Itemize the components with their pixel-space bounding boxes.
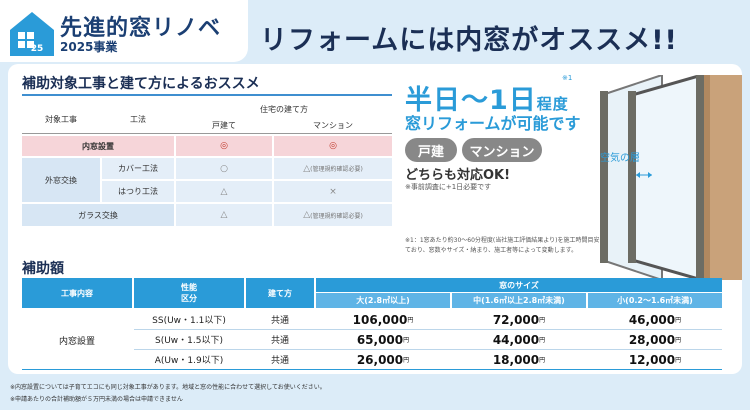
row-cover-method: カバー工法	[102, 158, 174, 179]
subsidy-ss-mid: 72,000 円	[452, 310, 586, 329]
row-cover-mansion-mark: △	[303, 163, 311, 174]
subsidy-housing-ss: 共通	[270, 316, 289, 326]
row-cover-detached: ○	[176, 158, 272, 179]
row-divider	[134, 329, 722, 330]
row-hatsuri-mansion: ×	[274, 181, 392, 202]
subsidy-table: 工事内容 性能 区分 建て方 窓のサイズ 大(2.8㎡以上) 中(1.6㎡以上2…	[22, 278, 722, 370]
pre-survey-note: ※事前調査に+1日必要です	[405, 183, 492, 191]
yen-unit: 円	[539, 357, 546, 364]
logo-subtitle: 2025事業	[60, 40, 118, 54]
row-hatsuri-method: はつり工法	[102, 181, 174, 202]
table-bottom-border	[22, 369, 722, 370]
yen-unit: 円	[675, 337, 682, 344]
subsidy-a-small-value: 12,000	[628, 352, 676, 367]
yen-unit: 円	[675, 357, 682, 364]
subsidy-ss-mid-value: 72,000	[492, 312, 540, 327]
col-header-housing: 住宅の建て方	[260, 104, 308, 114]
subsidy-ss-large: 106,000 円	[316, 310, 450, 329]
house-logo-icon	[10, 12, 54, 56]
both-ok-text: どちらも対応OK!	[405, 168, 511, 183]
headline: リフォームには内窓がオススメ!!	[260, 25, 678, 56]
row-glass-mansion-note: (管理規約確認必要)	[310, 212, 363, 220]
subsidy-a-large-value: 26,000	[356, 352, 404, 367]
subsidy-a-large: 26,000 円	[316, 350, 450, 369]
bottom-note-2: ※申請あたりの合計補助額が５万円未満の場合は申請できません	[10, 396, 183, 403]
logo-year-mark: '25	[28, 44, 44, 54]
method-section-title: 補助対象工事と建て方によるおススメ	[22, 76, 260, 92]
subsidy-work-inner-window: 内窓設置	[58, 336, 95, 347]
col-header-mansion: マンション	[313, 120, 353, 130]
inner-window-illustration-icon	[600, 75, 742, 280]
method-table: 対象工事 工法 住宅の建て方 戸建て マンション 内窓設置 ◎ ◎ 外窓交換 カ…	[22, 100, 392, 235]
subsidy-housing-a: 共通	[270, 356, 289, 366]
subsidy-s-small-value: 28,000	[628, 332, 676, 347]
subsidy-ss-large-value: 106,000	[352, 312, 408, 327]
subsidy-ss-small-value: 46,000	[628, 312, 676, 327]
subsidy-col-size-mid: 中(1.6㎡以上2.8㎡未満)	[452, 293, 586, 308]
row-glass-mansion: △ (管理規約確認必要)	[274, 204, 392, 226]
subsidy-ss-small: 46,000 円	[588, 310, 722, 329]
col-header-work: 対象工事	[45, 114, 77, 124]
row-inner-window-mansion: ◎	[274, 136, 392, 156]
yen-unit: 円	[403, 337, 410, 344]
pill-detached: 戸建	[405, 138, 457, 162]
row-glass-detached: △	[176, 204, 272, 226]
col-header-detached: 戸建て	[212, 120, 236, 130]
yen-unit: 円	[539, 337, 546, 344]
subsidy-perf-a: A(Uw・1.9以下)	[154, 356, 224, 366]
logo-title: 先進的窓リノベ	[60, 16, 222, 41]
row-inner-window-work: 内窓設置	[22, 136, 174, 156]
row-inner-window-detached: ◎	[176, 136, 272, 156]
promo-duration: 半日〜1日	[405, 85, 537, 116]
subsidy-col-housing: 建て方	[246, 278, 314, 308]
subsidy-s-large-value: 65,000	[356, 332, 404, 347]
pill-mansion: マンション	[462, 138, 542, 162]
promo-footnote-mark: ※1	[562, 74, 573, 82]
subsidy-col-performance-line2: 区分	[181, 294, 197, 303]
subsidy-s-large: 65,000 円	[316, 330, 450, 349]
row-cover-mansion: △ (管理規約確認必要)	[274, 158, 392, 179]
row-divider	[134, 349, 722, 350]
subsidy-col-work: 工事内容	[22, 278, 132, 308]
subsidy-col-performance-line1: 性能	[181, 283, 197, 292]
bottom-note-1: ※内窓設置については子育てエコにも同じ対象工事があります。地域と窓の性能に合わせ…	[10, 384, 326, 391]
subsidy-col-size: 窓のサイズ	[316, 278, 722, 292]
subsidy-col-size-large: 大(2.8㎡以上)	[316, 293, 450, 308]
subsidy-s-small: 28,000 円	[588, 330, 722, 349]
row-glass-mansion-mark: △	[303, 210, 311, 220]
yen-unit: 円	[407, 317, 414, 324]
subsidy-col-performance: 性能 区分	[134, 278, 244, 308]
promo-headline: 半日〜1日程度	[405, 78, 569, 117]
row-hatsuri-detached: △	[176, 181, 272, 202]
yen-unit: 円	[675, 317, 682, 324]
subsidy-perf-s: S(Uw・1.5以下)	[155, 336, 223, 346]
yen-unit: 円	[539, 317, 546, 324]
subsidy-s-mid-value: 44,000	[492, 332, 540, 347]
subsidy-s-mid: 44,000 円	[452, 330, 586, 349]
header-divider	[22, 133, 392, 134]
promo-duration-suffix: 程度	[536, 95, 569, 113]
subsidy-housing-s: 共通	[270, 336, 289, 346]
row-glass-work: ガラス交換	[22, 204, 174, 226]
subsidy-a-mid: 18,000 円	[452, 350, 586, 369]
footnote-1: ※1：1窓あたり約30〜60分程度(当社施工評価結果より)を施工時間目安にしてお…	[405, 237, 612, 254]
air-layer-label: 空気の層	[600, 153, 640, 164]
subsidy-perf-ss: SS(Uw・1.1以下)	[152, 316, 226, 326]
promo-subheadline: 窓リフォームが可能です	[405, 114, 581, 133]
row-outer-window-work: 外窓交換	[22, 158, 100, 202]
subsidy-a-small: 12,000 円	[588, 350, 722, 369]
row-cover-mansion-note: (管理規約確認必要)	[310, 166, 363, 173]
method-section-rule	[22, 94, 392, 96]
yen-unit: 円	[403, 357, 410, 364]
subsidy-col-size-small: 小(0.2〜1.6㎡未満)	[588, 293, 722, 308]
subsidy-a-mid-value: 18,000	[492, 352, 540, 367]
subsidy-section-title: 補助額	[22, 261, 64, 277]
col-header-method: 工法	[130, 114, 146, 124]
